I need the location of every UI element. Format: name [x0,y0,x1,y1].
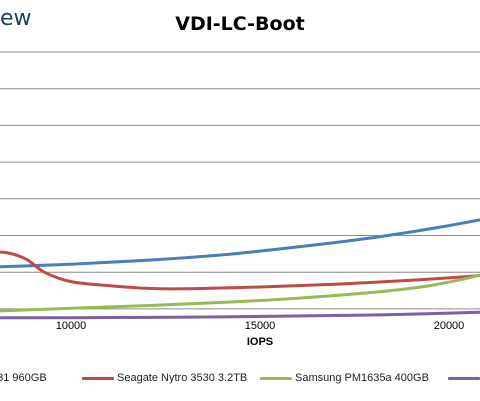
series-line-1 [0,250,480,291]
series-lines [0,218,480,320]
legend-swatch [448,376,480,380]
legend-label: Seagate Nytro 3530 3.2TB [117,372,248,385]
x-tick-label: 15000 [245,320,276,332]
legend: 331 960GB Seagate Nytro 3530 3.2TB Samsu… [0,372,480,388]
x-tick-label: 20000 [434,320,465,332]
x-tick-labels: 1000015000200002500030000 [56,320,465,332]
x-axis-label: IOPS [246,336,274,348]
legend-swatch [82,376,114,380]
chart-title: VDI-LC-Boot [175,13,305,35]
legend-item-samsung: Samsung PM1635a 400GB [260,372,429,384]
legend-label: Samsung PM1635a 400GB [295,372,429,385]
gridlines [0,51,480,310]
series-line-3 [0,310,480,320]
legend-item-purple [448,372,480,384]
legend-item-seagate: Seagate Nytro 3530 3.2TB [82,372,247,384]
legend-item-331: 331 960GB [0,372,47,384]
series-line-0 [0,218,480,269]
brand-logo-text: ew [0,6,32,31]
legend-label: 331 960GB [0,372,47,385]
x-tick-label: 10000 [56,320,87,332]
series-line-2 [0,273,480,313]
legend-swatch [260,376,292,380]
